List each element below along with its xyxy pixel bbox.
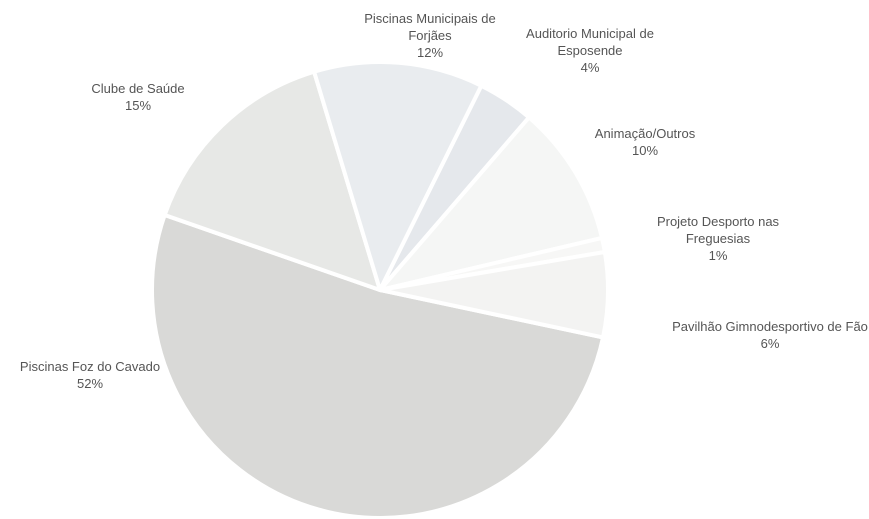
pie-slice — [162, 69, 382, 292]
category-name: Piscinas Foz do Cavado — [19, 359, 161, 374]
percent-label: 4% — [580, 60, 600, 75]
category-name: Projeto Desporto nas Freguesias — [656, 214, 780, 246]
pie-slice — [378, 115, 604, 292]
pie-slice — [150, 213, 606, 519]
category-name: Clube de Saúde — [91, 81, 185, 96]
percent-label: 10% — [631, 143, 659, 158]
percent-label: 1% — [708, 248, 728, 263]
category-name: Piscinas Municipais de Forjães — [364, 11, 496, 43]
category-name: Auditorio Municipal de Esposende — [526, 26, 654, 58]
slice-label: Projeto Desporto nas Freguesias 1% — [636, 213, 801, 264]
slice-label: Piscinas Municipais de Forjães 12% — [343, 10, 518, 61]
percent-label: 6% — [760, 336, 780, 351]
percent-label: 52% — [76, 376, 104, 391]
percent-label: 12% — [416, 45, 444, 60]
slice-label: Animação/Outros 10% — [570, 125, 720, 159]
slice-label: Auditorio Municipal de Esposende 4% — [503, 25, 678, 76]
slice-label: Clube de Saúde 15% — [68, 80, 208, 114]
pie-slice — [312, 60, 484, 292]
percent-label: 15% — [124, 98, 152, 113]
slice-label: Piscinas Foz do Cavado 52% — [0, 358, 185, 392]
slice-label: Pavilhão Gimnodesportivo de Fão 6% — [665, 318, 869, 352]
category-name: Pavilhão Gimnodesportivo de Fão — [672, 319, 868, 334]
pie-slice — [378, 249, 610, 340]
category-name: Animação/Outros — [594, 126, 696, 141]
